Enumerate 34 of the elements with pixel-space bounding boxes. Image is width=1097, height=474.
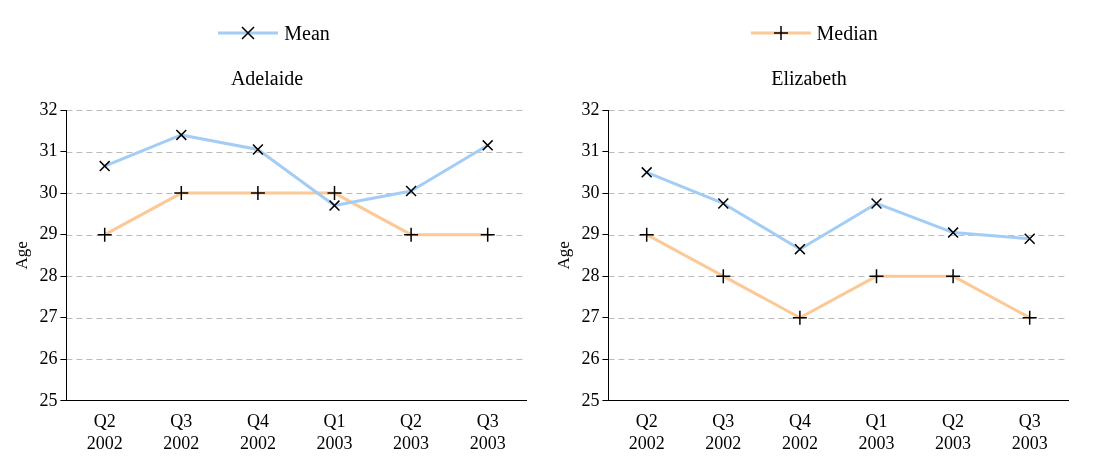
x-tick-label: Q2 2002 [86,411,123,453]
x-tick-label: Q4 2002 [781,411,818,453]
legend-label: Median [816,21,878,45]
x-tick-label: Q1 2003 [858,411,895,453]
y-tick-label: 27 [581,306,600,327]
y-tick-label: 27 [39,306,58,327]
x-tick-label: Q2 2003 [935,411,972,453]
chart-title: Adelaide [230,67,304,90]
x-tick-label: Q1 2003 [316,411,353,453]
x-tick-label: Q4 2002 [239,411,276,453]
x-tick-label: Q3 2003 [469,411,506,453]
y-tick-label: 30 [581,181,600,202]
y-tick-label: 30 [39,181,58,202]
legend-label: Mean [284,21,330,45]
y-tick-label: 31 [39,140,58,161]
x-tick-label: Q2 2003 [393,411,430,453]
chart-title: Elizabeth [771,67,847,90]
y-axis-title: Age [553,241,573,270]
y-tick-label: 25 [581,389,600,410]
y-tick-label: 29 [581,223,600,244]
y-tick-label: 25 [39,389,58,410]
y-tick-label: 32 [39,98,58,119]
y-tick-label: 32 [581,98,600,119]
y-tick-label: 28 [39,264,58,285]
x-tick-label: Q2 2002 [628,411,665,453]
x-tick-label: Q3 2002 [163,411,200,453]
y-axis-title: Age [11,241,31,270]
y-tick-label: 26 [39,347,58,368]
y-tick-label: 26 [581,347,600,368]
x-tick-label: Q3 2002 [705,411,742,453]
y-tick-label: 28 [581,264,600,285]
y-tick-label: 29 [39,223,58,244]
y-tick-label: 31 [581,140,600,161]
x-tick-label: Q3 2003 [1011,411,1048,453]
